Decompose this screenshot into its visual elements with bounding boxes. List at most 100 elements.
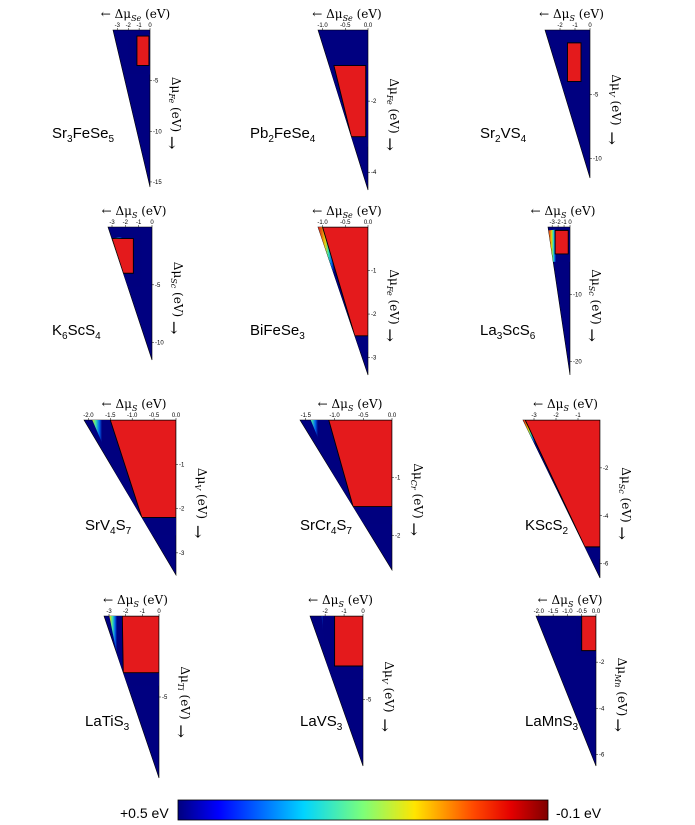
compound-subscript: 3 — [299, 331, 305, 342]
y-axis-symbol: Δμ — [169, 77, 183, 94]
y-tick-label: -1 — [179, 462, 185, 468]
y-axis-unit: (eV) — [619, 494, 633, 523]
compound-label: LaMnS3​ — [525, 713, 579, 733]
compound-element: La — [85, 713, 102, 730]
x-tick-label: -3 — [115, 23, 121, 29]
x-tick-label: -2.0 — [83, 413, 94, 419]
x-tick-label: -2 — [123, 220, 129, 226]
compound-element: Sc — [68, 322, 86, 339]
stability-panel: -2-10-5-10← ΔμS (eV)ΔμV (eV)↓Sr2​VS4​ — [480, 7, 623, 179]
y-axis-title: ΔμV (eV) — [607, 74, 623, 125]
y-tick-label: -5 — [366, 697, 372, 703]
x-axis-symbol: Δμ — [547, 397, 564, 411]
stability-contour — [334, 616, 363, 667]
compound-element: La — [525, 713, 542, 730]
x-axis-unit: (eV) — [566, 204, 595, 218]
compound-element: K — [525, 517, 535, 534]
x-tick-label: -1 — [572, 23, 578, 29]
compound-element: Ti — [102, 713, 114, 730]
y-tick-label: -2 — [395, 533, 401, 539]
compound-element: S — [563, 713, 573, 730]
compound-element: S — [553, 517, 563, 534]
x-axis-symbol: Δμ — [115, 204, 132, 218]
compound-element: Se — [291, 125, 309, 142]
y-axis-unit: (eV) — [195, 490, 209, 519]
stable-region — [567, 42, 581, 82]
stability-contour — [524, 420, 600, 548]
y-axis-arrow: ↓ — [605, 129, 618, 148]
compound-subscript: 3 — [573, 722, 579, 733]
y-tick-label: -6 — [599, 752, 605, 758]
compound-element: S — [85, 322, 95, 339]
stability-panel: -3-2-1-2-4-6← ΔμS (eV)ΔμSc (eV)↓KScS2​ — [522, 397, 633, 579]
compound-subscript: 7 — [346, 526, 352, 537]
colorbar: +0.5 eV -0.1 eV — [120, 799, 602, 821]
y-axis-symbol: Δμ — [387, 269, 401, 286]
y-axis-title: ΔμSc (eV) — [169, 262, 185, 317]
y-axis-subscript: Cr — [409, 480, 418, 491]
x-tick-label: -0.5 — [149, 413, 160, 419]
compound-label: SrCr4​S7​ — [300, 517, 352, 537]
y-tick-label: -1 — [395, 476, 401, 482]
compound-subscript: 6 — [62, 331, 68, 342]
x-tick-label: -2 — [123, 609, 129, 615]
x-axis-arrow: ← — [539, 7, 553, 21]
x-axis-title: ← ΔμS (eV) — [103, 593, 168, 609]
x-axis-arrow: ← — [102, 204, 116, 218]
y-tick-label: -10 — [593, 157, 602, 163]
y-tick-label: -5 — [155, 283, 161, 289]
compound-element: Sr — [480, 125, 495, 142]
x-tick-label: -0.5 — [340, 23, 351, 29]
x-axis-title: ← ΔμS (eV) — [308, 593, 373, 609]
x-axis-arrow: ← — [102, 397, 116, 411]
x-tick-label: -0.5 — [577, 609, 588, 615]
stable-region — [328, 420, 392, 507]
y-tick-label: -2 — [179, 507, 185, 513]
x-axis-subscript: S — [133, 600, 139, 609]
stable-region — [525, 420, 600, 547]
compound-element: Se — [90, 125, 108, 142]
x-axis-symbol: Δμ — [326, 204, 343, 218]
x-axis-unit: (eV) — [575, 7, 604, 21]
y-axis-subscript: Mn — [613, 673, 622, 687]
x-axis-title: ← ΔμS (eV) — [318, 397, 383, 413]
x-axis-title: ← ΔμS (eV) — [102, 204, 167, 220]
compound-subscript: 4 — [110, 526, 116, 537]
stable-region — [334, 616, 363, 666]
stability-contour — [121, 616, 159, 674]
x-tick-label: -1 — [136, 23, 142, 29]
y-tick-label: -10 — [155, 341, 164, 347]
x-tick-label: 0 — [361, 609, 365, 615]
x-axis-unit: (eV) — [353, 204, 382, 218]
x-tick-label: -1 — [341, 609, 347, 615]
y-axis-title: ΔμFe (eV) — [385, 78, 401, 133]
x-axis-symbol: Δμ — [115, 7, 132, 21]
compound-subscript: 3 — [337, 722, 343, 733]
y-axis-unit: (eV) — [615, 687, 629, 716]
compound-label: LaVS3​ — [300, 713, 343, 733]
y-axis-subscript: Sc — [617, 484, 626, 494]
compound-subscript: 7 — [126, 526, 132, 537]
stable-region — [122, 616, 159, 673]
x-tick-label: -1.0 — [317, 23, 328, 29]
y-axis-unit: (eV) — [589, 296, 603, 325]
compound-element: Se — [281, 322, 299, 339]
compound-element: Sc — [502, 322, 520, 339]
x-axis-symbol: Δμ — [115, 397, 132, 411]
y-axis-symbol: Δμ — [609, 74, 623, 91]
x-axis-subscript: S — [132, 404, 138, 413]
y-tick-label: -5 — [593, 92, 599, 98]
stability-panel: -1.0-0.50.0-2-4← ΔμSe (eV)ΔμFe (eV)↓Pb2​… — [250, 7, 401, 191]
stability-contour — [321, 227, 368, 337]
compound-subscript: 3 — [124, 722, 130, 733]
y-axis-symbol: Δμ — [589, 269, 603, 286]
compound-element: S — [520, 322, 530, 339]
y-tick-label: -6 — [603, 562, 609, 568]
x-axis-unit: (eV) — [139, 593, 168, 607]
compound-element: Pb — [250, 125, 268, 142]
x-axis-arrow: ← — [538, 593, 552, 607]
compound-element: Sr — [52, 125, 67, 142]
stability-panel: -2.0 -1.5 -1.0 -0.5 0.0-2-4-6← ΔμS (eV)ΔμMn … — [525, 593, 629, 767]
y-axis-title: ΔμV (eV) — [193, 468, 209, 519]
compound-element: Cr — [315, 517, 331, 534]
